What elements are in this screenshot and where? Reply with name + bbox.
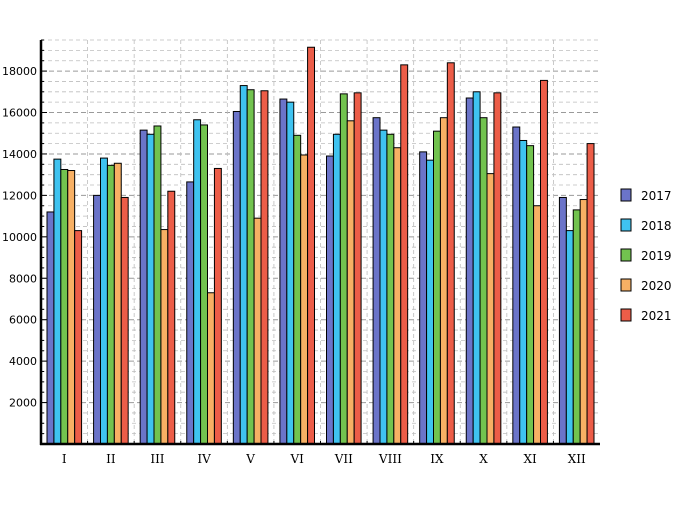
- bar: [193, 119, 202, 445]
- bar: [239, 85, 248, 445]
- legend-swatch: [620, 248, 632, 262]
- bar: [307, 46, 315, 445]
- bar: [260, 90, 269, 445]
- x-tick-label: XII: [568, 452, 586, 466]
- bar: [213, 167, 222, 445]
- bar: [400, 64, 409, 445]
- bar: [113, 162, 122, 445]
- bar: [153, 125, 162, 445]
- bar: [353, 92, 362, 445]
- bar: [46, 211, 55, 445]
- bar: [486, 173, 495, 445]
- x-tick-label: VII: [334, 452, 353, 466]
- bar: [332, 133, 341, 445]
- bar: [160, 229, 169, 445]
- bar: [339, 93, 348, 445]
- x-tick-label: IV: [197, 452, 211, 466]
- bar: [439, 117, 448, 445]
- bar: [253, 217, 262, 445]
- legend-label: 2018: [641, 219, 672, 233]
- x-tick-label: VIII: [378, 452, 402, 466]
- legend: 2017 2018 2019 2020 2021: [620, 188, 672, 323]
- bar: [53, 158, 62, 445]
- bar: [572, 209, 581, 445]
- bar: [67, 170, 76, 445]
- bar: [167, 190, 176, 445]
- bar: [386, 133, 395, 445]
- bar: [465, 97, 474, 445]
- x-tick-label: IX: [430, 452, 444, 466]
- bar: [586, 143, 595, 445]
- bar: [565, 230, 574, 445]
- y-tick-label: 6000: [9, 314, 37, 327]
- bar: [60, 168, 69, 445]
- legend-label: 2017: [641, 189, 672, 203]
- x-tick-label: VI: [290, 452, 305, 466]
- bar: [346, 120, 355, 445]
- x-tick-label: III: [150, 452, 164, 466]
- bar: [106, 164, 115, 445]
- bar: [93, 194, 102, 445]
- bar: [293, 134, 302, 445]
- bar: [120, 196, 129, 445]
- y-tick-label: 12000: [2, 189, 37, 202]
- bar: [200, 124, 209, 445]
- legend-swatch: [620, 188, 632, 202]
- bar: [279, 98, 288, 445]
- legend-label: 2019: [641, 249, 672, 263]
- y-tick-label: 2000: [9, 397, 37, 410]
- bar: [419, 151, 428, 445]
- axes: 2000 4000 6000 8000 10000 12000 14000 16000 1800…: [2, 39, 600, 466]
- x-tick-label: II: [106, 452, 116, 466]
- bar: [579, 199, 588, 445]
- legend-swatch: [620, 308, 632, 322]
- bar: [526, 145, 535, 445]
- bar: [512, 126, 521, 445]
- bar: [540, 79, 548, 445]
- legend-swatch: [620, 278, 632, 292]
- bar: [326, 155, 334, 445]
- bar: [146, 133, 155, 445]
- bar: [426, 159, 434, 445]
- y-tick-label: 8000: [9, 272, 37, 285]
- bar: [139, 129, 148, 445]
- bar: [207, 292, 215, 445]
- y-tick-label: 4000: [9, 355, 37, 368]
- bar: [379, 129, 388, 445]
- x-tick-label: XI: [523, 452, 537, 466]
- x-tick-label: I: [62, 452, 67, 466]
- grid: [41, 39, 600, 444]
- legend-label: 2021: [641, 309, 672, 323]
- legend-label: 2020: [641, 279, 672, 293]
- x-tick-label: X: [479, 452, 488, 466]
- bar: [100, 157, 108, 445]
- bar: [558, 196, 567, 445]
- legend-swatch: [620, 218, 632, 232]
- bar: [286, 101, 295, 445]
- bar: [300, 154, 309, 445]
- y-tick-label: 14000: [2, 148, 37, 161]
- bar: [232, 110, 241, 445]
- bar: [246, 89, 255, 445]
- bar: [393, 147, 402, 445]
- bar: [433, 130, 441, 445]
- bar: [472, 91, 481, 445]
- y-tick-label: 18000: [2, 65, 37, 78]
- x-tick-label: V: [245, 452, 255, 466]
- bar: [186, 181, 195, 445]
- bar: [533, 205, 542, 445]
- bar: [372, 117, 381, 445]
- bar: [446, 62, 455, 445]
- bar: [479, 117, 488, 445]
- bar: [493, 92, 502, 445]
- y-tick-label: 16000: [2, 107, 37, 120]
- bar: [74, 230, 83, 445]
- y-tick-label: 10000: [2, 231, 37, 244]
- bar: [519, 139, 528, 445]
